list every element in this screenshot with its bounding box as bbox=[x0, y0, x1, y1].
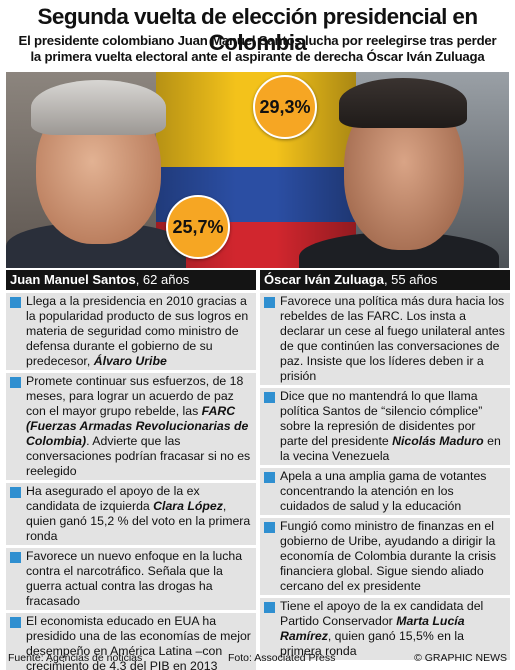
subtitle-line-1: El presidente colombiano Juan Manuel San… bbox=[18, 33, 497, 48]
zuluaga-column: Óscar Iván Zuluaga, 55 años Favorece una… bbox=[260, 270, 510, 660]
point-text: Tiene el apoyo de la ex candidata del Pa… bbox=[280, 599, 484, 628]
point-text: . Advierte que las conversaciones podría… bbox=[26, 434, 251, 478]
bullet-square-icon bbox=[10, 377, 21, 388]
point-text: Promete continuar sus esfuerzos, de 18 m… bbox=[26, 374, 244, 418]
point-text: Ha asegurado el apoyo de la ex candidata… bbox=[26, 484, 200, 513]
zuluaga-age: , 55 años bbox=[383, 272, 438, 287]
santos-header: Juan Manuel Santos, 62 años bbox=[6, 270, 256, 290]
bullet-square-icon bbox=[264, 297, 275, 308]
subtitle-line-2: la primera vuelta electoral ante el aspi… bbox=[30, 49, 485, 64]
zuluaga-point: Tiene el apoyo de la ex candidata del Pa… bbox=[260, 598, 510, 660]
zuluaga-point: Favorece una política más dura hacia los… bbox=[260, 293, 510, 385]
bullet-square-icon bbox=[10, 552, 21, 563]
point-text: , quien ganó 15,5% en la primera ronda bbox=[280, 629, 464, 658]
page-subtitle: El presidente colombiano Juan Manuel San… bbox=[0, 33, 515, 65]
emphasized-name: Nicolás Maduro bbox=[392, 434, 484, 448]
bullet-square-icon bbox=[10, 617, 21, 628]
bullet-square-icon bbox=[264, 522, 275, 533]
santos-name: Juan Manuel Santos bbox=[10, 272, 136, 287]
santos-column: Juan Manuel Santos, 62 años Llega a la p… bbox=[6, 270, 256, 670]
point-text: Fungió como ministro de finanzas en el g… bbox=[280, 519, 496, 593]
zuluaga-header: Óscar Iván Zuluaga, 55 años bbox=[260, 270, 510, 290]
santos-point: Favorece un nuevo enfoque en la lucha co… bbox=[6, 548, 256, 610]
santos-age: , 62 años bbox=[135, 272, 190, 287]
candidates-photo bbox=[6, 72, 509, 268]
zuluaga-point: Fungió como ministro de finanzas en el g… bbox=[260, 518, 510, 595]
emphasized-name: Álvaro Uribe bbox=[93, 354, 167, 368]
bullet-square-icon bbox=[10, 297, 21, 308]
bullet-square-icon bbox=[264, 472, 275, 483]
bullet-square-icon bbox=[10, 487, 21, 498]
santos-point: Promete continuar sus esfuerzos, de 18 m… bbox=[6, 373, 256, 480]
zuluaga-hair bbox=[339, 78, 467, 128]
zuluaga-point: Dice que no mantendrá lo que llama polít… bbox=[260, 388, 510, 465]
santos-hair bbox=[31, 80, 166, 135]
point-text: en la vecina Venezuela bbox=[280, 434, 501, 463]
footer-source: Fuente: Agencias de noticias bbox=[8, 652, 143, 664]
bullet-square-icon bbox=[264, 392, 275, 403]
zuluaga-vote-badge: 29,3% bbox=[253, 75, 317, 139]
zuluaga-list: Favorece una política más dura hacia los… bbox=[260, 293, 510, 660]
footer-photo-credit: Foto: Associated Press bbox=[228, 652, 336, 664]
santos-vote-badge: 25,7% bbox=[166, 195, 230, 259]
point-text: Dice que no mantendrá lo que llama polít… bbox=[280, 389, 483, 448]
emphasized-name: Clara López bbox=[153, 499, 223, 513]
zuluaga-name: Óscar Iván Zuluaga bbox=[264, 272, 384, 287]
point-text: El economista educado en EUA ha presidid… bbox=[26, 614, 251, 670]
santos-point: Llega a la presidencia en 2010 gracias a… bbox=[6, 293, 256, 370]
emphasized-name: Marta Lucía Ramírez bbox=[280, 614, 465, 643]
footer-copyright: © GRAPHIC NEWS bbox=[414, 652, 507, 664]
footer: Fuente: Agencias de noticias Foto: Assoc… bbox=[0, 650, 515, 668]
point-text: Apela a una amplia gama de votantes conc… bbox=[280, 469, 487, 513]
santos-point: Ha asegurado el apoyo de la ex candidata… bbox=[6, 483, 256, 545]
santos-list: Llega a la presidencia en 2010 gracias a… bbox=[6, 293, 256, 670]
emphasized-name: FARC (Fuerzas Armadas Revolucionarias de… bbox=[26, 404, 249, 448]
page-title: Segunda vuelta de elección presidencial … bbox=[37, 4, 479, 55]
santos-point: El economista educado en EUA ha presidid… bbox=[6, 613, 256, 670]
zuluaga-point: Apela a una amplia gama de votantes conc… bbox=[260, 468, 510, 515]
bullet-square-icon bbox=[264, 602, 275, 613]
point-text: Favorece un nuevo enfoque en la lucha co… bbox=[26, 549, 243, 608]
point-text: Llega a la presidencia en 2010 gracias a… bbox=[26, 294, 249, 368]
point-text: Favorece una política más dura hacia los… bbox=[280, 294, 505, 383]
point-text: , quien ganó 15,2 % del voto en la prime… bbox=[26, 499, 251, 543]
